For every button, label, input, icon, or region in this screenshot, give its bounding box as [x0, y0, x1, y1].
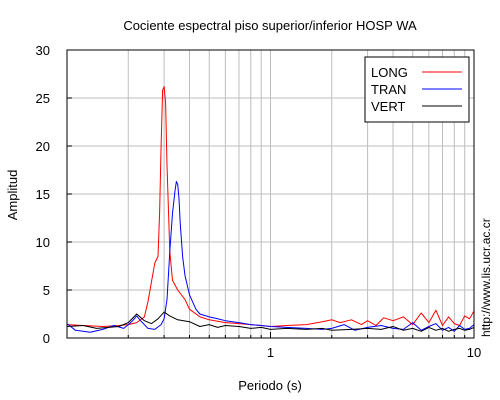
x-tick-label: 10 — [467, 345, 481, 360]
y-axis-label: Amplitud — [5, 170, 20, 221]
y-tick-label: 10 — [36, 235, 50, 250]
x-axis-label: Periodo (s) — [238, 378, 302, 393]
legend: LONG TRAN VERT — [364, 56, 470, 123]
y-tick-label: 20 — [36, 139, 50, 154]
chart-title: Cociente espectral piso superior/inferio… — [123, 18, 417, 33]
legend-label-long: LONG — [371, 65, 408, 80]
y-tick-label: 0 — [43, 331, 50, 346]
y-axis-ticks: 0 5 10 15 20 25 30 — [36, 43, 72, 346]
series-line-tran — [66, 181, 475, 333]
legend-label-tran: TRAN — [371, 82, 406, 97]
series-line-vert — [66, 311, 475, 332]
series-lines — [66, 86, 475, 333]
y-tick-label: 25 — [36, 91, 50, 106]
legend-label-vert: VERT — [371, 99, 405, 114]
watermark-url: http://www.lis.ucr.ac.cr — [479, 218, 493, 337]
y-tick-label: 30 — [36, 43, 50, 58]
x-tick-label: 1 — [267, 345, 274, 360]
x-axis-ticks: 1 10 — [127, 332, 481, 360]
y-tick-label: 5 — [43, 283, 50, 298]
y-tick-label: 15 — [36, 187, 50, 202]
legend-entries: LONG TRAN VERT — [371, 65, 462, 114]
